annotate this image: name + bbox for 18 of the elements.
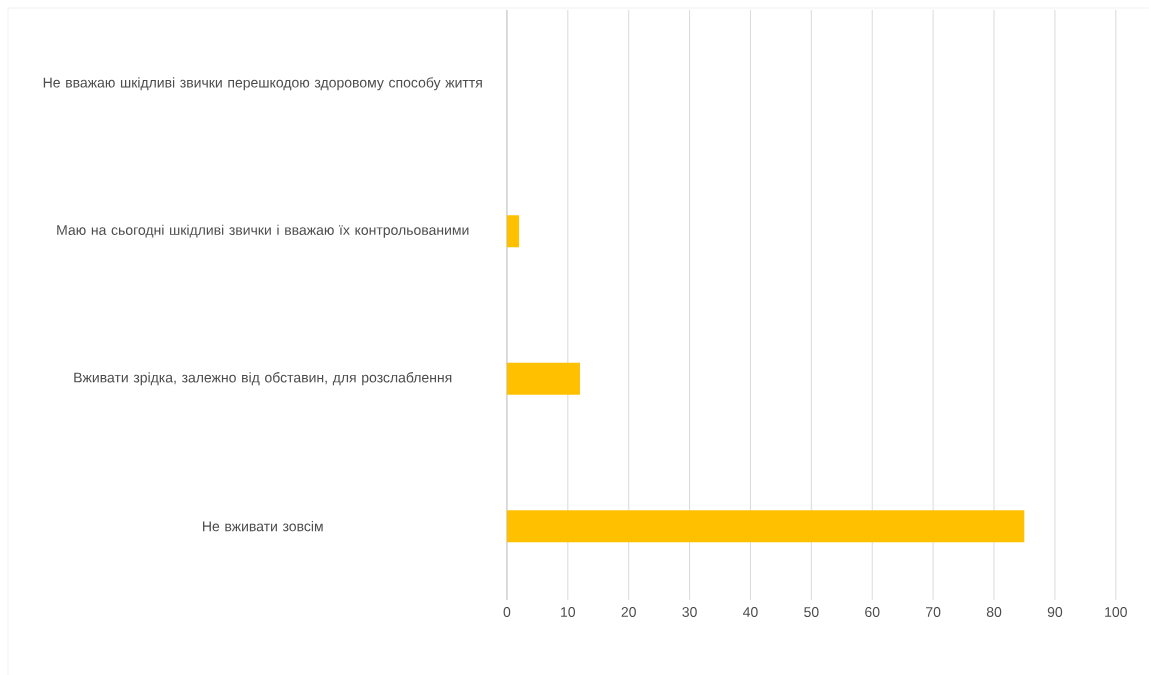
x-tick-label: 10 (561, 607, 576, 617)
x-tick-label: 60 (865, 607, 880, 617)
x-tick-label: 30 (682, 607, 697, 617)
x-tick-label: 90 (1047, 607, 1063, 617)
x-tick-label: 40 (743, 607, 758, 617)
x-tick-label: 20 (621, 607, 636, 617)
x-tick-label: 50 (804, 607, 819, 617)
x-tick-label: 80 (986, 607, 1002, 617)
x-tick-label: 70 (926, 607, 941, 617)
x-tick-label: 100 (1105, 607, 1127, 617)
y-tick-label: Не вважаю шкідливі звички перешкодою здоровому способу життя (43, 77, 482, 91)
y-tick-label: Маю на сьогодні шкідливі звички і вважаю їх контрольованими (57, 224, 469, 238)
y-tick-label: Не вживати зовсім (203, 520, 323, 532)
bar (506, 215, 520, 248)
bar (506, 362, 580, 395)
x-tick-label: 0 (503, 607, 511, 617)
y-tick-label: Вживати зрідка, залежно від обставин, для розслаблення (74, 372, 452, 386)
bar (506, 510, 1025, 543)
